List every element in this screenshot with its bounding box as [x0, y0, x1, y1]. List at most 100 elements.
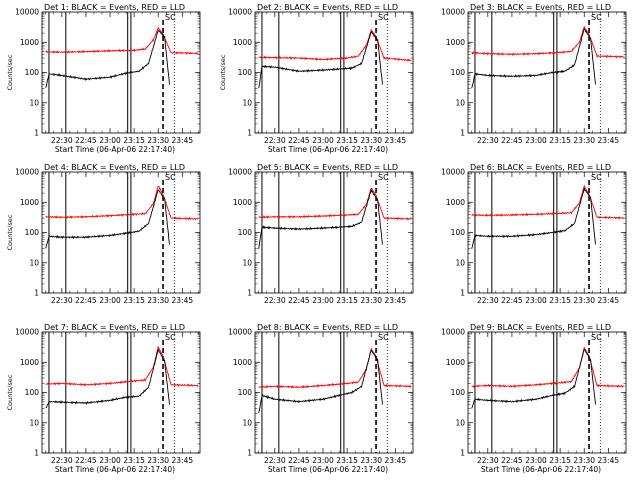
x-tick-label: 22:45: [288, 296, 310, 305]
x-tick-label: 23:15: [336, 296, 358, 305]
y-tick-label: 10: [242, 418, 252, 427]
x-tick-label: 23:15: [336, 456, 358, 465]
x-tick-label: 22:45: [501, 136, 523, 145]
y-tick-label: 10: [455, 98, 465, 107]
x-tick-label: 22:45: [501, 456, 523, 465]
series-group: [45, 185, 199, 249]
flare-label: SC: [591, 13, 602, 22]
event-rate-line: [258, 188, 383, 249]
panel-det-8: Det 8: BLACK = Events, RED = LLD 1 10 100 10…: [228, 323, 414, 474]
event-rate-line: [471, 28, 596, 89]
x-tick-label: 23:00: [99, 296, 121, 305]
x-tick-label: 23:45: [598, 136, 620, 145]
y-tick-label: 1: [34, 129, 39, 138]
panel-det-1: Det 1: BLACK = Events, RED = LLD 1 10 100 10…: [6, 3, 201, 154]
x-tick-label: 22:30: [477, 136, 499, 145]
series-group: [471, 184, 625, 249]
lld-rate-line: [45, 26, 199, 55]
x-tick-label: 23:30: [147, 456, 169, 465]
series-group: [471, 346, 625, 409]
y-tick-label: 100: [25, 388, 40, 397]
x-tick-label: 23:30: [147, 296, 169, 305]
y-tick-label: 1000: [233, 38, 252, 47]
event-rate-line: [45, 189, 170, 249]
x-tick-label: 23:45: [598, 296, 620, 305]
x-tick-label: 23:45: [385, 456, 407, 465]
panel-det-6: Det 6: BLACK = Events, RED = LLD 1 10 100 10…: [441, 163, 627, 305]
series-group: [471, 25, 625, 89]
event-rate-line: [471, 187, 596, 249]
x-axis-label: Start Time (06-Apr-06 22:17:40): [481, 465, 601, 474]
x-tick-label: 22:30: [51, 456, 73, 465]
y-tick-label: 100: [451, 68, 466, 77]
panel-title: Det 7: BLACK = Events, RED = LLD: [44, 323, 185, 332]
panel-det-2: Det 2: BLACK = Events, RED = LLD 1 10 100 10…: [219, 3, 414, 154]
y-tick-label: 1000: [446, 358, 465, 367]
y-tick-label: 10000: [228, 168, 252, 177]
y-tick-label: 100: [25, 228, 40, 237]
x-tick-label: 23:00: [525, 296, 547, 305]
panel-det-9: Det 9: BLACK = Events, RED = LLD 1 10 100 10…: [441, 323, 627, 474]
x-tick-label: 23:15: [123, 456, 145, 465]
y-tick-label: 10: [29, 98, 39, 107]
x-tick-label: 22:45: [501, 296, 523, 305]
event-rate-line: [258, 31, 383, 89]
x-tick-label: 23:15: [123, 136, 145, 145]
y-tick-label: 100: [238, 388, 253, 397]
y-tick-label: 10: [242, 258, 252, 267]
x-tick-label: 23:45: [172, 296, 194, 305]
x-tick-label: 23:45: [172, 456, 194, 465]
x-axis-label: Start Time (06-Apr-06 22:17:40): [268, 145, 388, 154]
x-tick-label: 23:00: [525, 456, 547, 465]
y-axis-label: Counts/sec: [6, 214, 14, 250]
x-tick-label: 22:30: [264, 296, 286, 305]
y-tick-label: 1: [460, 129, 465, 138]
y-tick-label: 1000: [20, 358, 39, 367]
lld-rate-line: [471, 346, 625, 389]
lld-rate-line: [471, 25, 625, 59]
panel-title: Det 2: BLACK = Events, RED = LLD: [257, 3, 398, 12]
x-tick-label: 22:30: [264, 456, 286, 465]
y-tick-label: 10000: [228, 328, 252, 337]
y-tick-label: 10000: [441, 8, 465, 17]
flare-label: SC: [165, 333, 176, 342]
y-tick-label: 1000: [20, 38, 39, 47]
x-tick-label: 22:30: [264, 136, 286, 145]
panel-title: Det 8: BLACK = Events, RED = LLD: [257, 323, 398, 332]
event-rate-line: [45, 30, 170, 88]
series-group: [258, 187, 412, 249]
flare-label: SC: [165, 13, 176, 22]
y-tick-label: 1: [460, 449, 465, 458]
x-tick-label: 22:45: [75, 456, 97, 465]
y-tick-label: 1: [247, 289, 252, 298]
y-axis-label: Counts/sec: [219, 54, 227, 90]
x-tick-label: 22:30: [51, 136, 73, 145]
y-tick-label: 10000: [15, 8, 39, 17]
y-tick-label: 10: [29, 418, 39, 427]
panel-title: Det 5: BLACK = Events, RED = LLD: [257, 163, 398, 172]
x-tick-label: 23:15: [336, 136, 358, 145]
x-tick-label: 23:15: [123, 296, 145, 305]
y-tick-label: 1: [460, 289, 465, 298]
flare-label: SC: [591, 333, 602, 342]
flare-label: SC: [378, 333, 389, 342]
y-tick-label: 10000: [15, 168, 39, 177]
x-tick-label: 23:00: [99, 456, 121, 465]
panel-title: Det 3: BLACK = Events, RED = LLD: [470, 3, 611, 12]
event-rate-line: [258, 349, 383, 414]
event-rate-line: [45, 348, 170, 409]
x-tick-label: 23:45: [598, 456, 620, 465]
y-axis-label: Counts/sec: [6, 54, 14, 90]
lld-rate-line: [258, 29, 412, 62]
lld-rate-line: [471, 184, 625, 220]
x-tick-label: 23:30: [360, 456, 382, 465]
lld-rate-line: [258, 187, 412, 221]
y-tick-label: 100: [25, 68, 40, 77]
panel-det-5: Det 5: BLACK = Events, RED = LLD 1 10 100 10…: [228, 163, 414, 305]
flare-label: SC: [378, 13, 389, 22]
y-tick-label: 100: [451, 388, 466, 397]
y-tick-label: 1000: [446, 198, 465, 207]
x-tick-label: 23:15: [549, 296, 571, 305]
series-group: [45, 346, 199, 409]
